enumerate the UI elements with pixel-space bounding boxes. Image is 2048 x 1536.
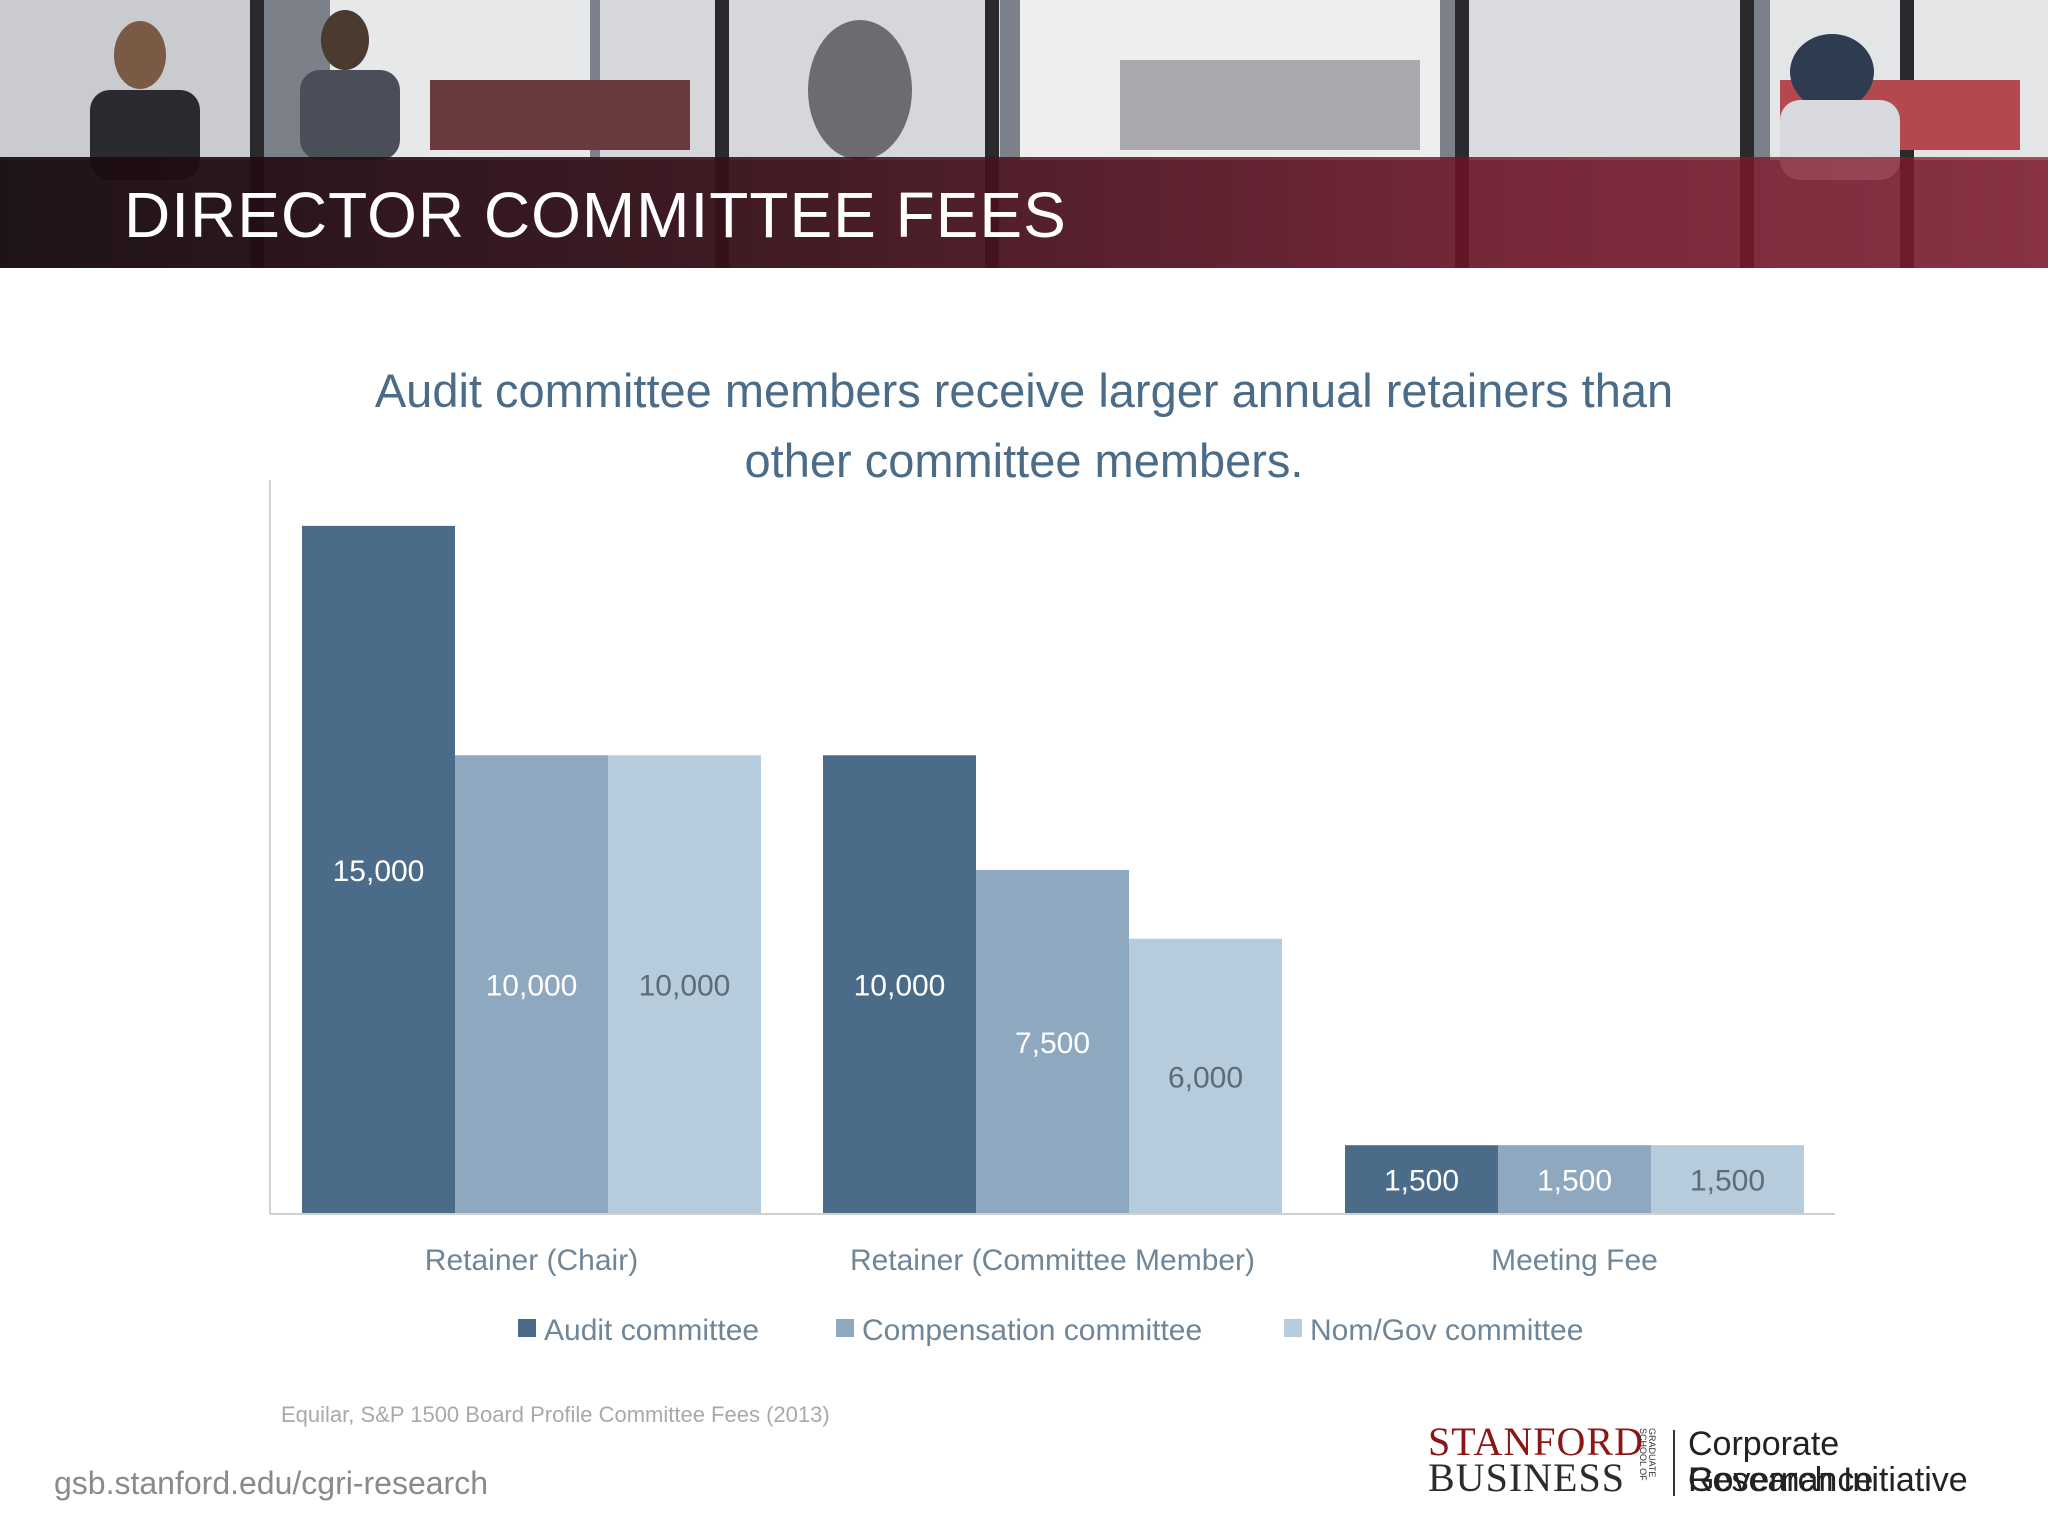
data-label-3-3: 1,500 (1690, 1165, 1765, 1198)
title-band (0, 157, 2048, 268)
bar-1-1 (302, 525, 455, 1214)
plot-area: 15,000 10,000 10,000 10,000 7,500 6,000 1,500 1… (302, 525, 1804, 1214)
category-labels: Retainer (Chair) Retainer (Committee Memb… (425, 1244, 1658, 1277)
data-label-2-1: 10,000 (854, 970, 946, 1003)
logo-gsb-small: GRADUATE SCHOOL OF (1638, 1428, 1657, 1481)
headline-line-1: Audit committee members receive larger a… (374, 364, 1674, 417)
legend-label-1: Audit committee (544, 1314, 759, 1347)
logo-cgri-line-1: Corporate Governance (1688, 1425, 1874, 1499)
stanford-cgri-logo: STANFORD BUSINESS GRADUATE SCHOOL OF Cor… (1428, 1419, 2028, 1514)
bar-2-1 (823, 755, 976, 1214)
data-label-1-1: 15,000 (333, 855, 425, 888)
page-title: DIRECTOR COMMITTEE FEES (124, 179, 1067, 251)
logo-business: BUSINESS (1428, 1455, 1625, 1500)
category-label-3: Meeting Fee (1491, 1244, 1658, 1277)
logo-cgri-line-2: Research Initiative (1688, 1461, 1968, 1499)
legend: Audit committee Compensation committee Nom… (518, 1314, 1583, 1347)
library-photo (0, 0, 2048, 268)
legend-label-3: Nom/Gov committee (1310, 1314, 1583, 1347)
bar-1-2 (455, 755, 608, 1214)
legend-label-2: Compensation committee (862, 1314, 1202, 1347)
legend-swatch-1 (518, 1319, 536, 1337)
data-label-3-1: 1,500 (1384, 1165, 1459, 1198)
logo-stanford: STANFORD (1428, 1419, 1644, 1464)
chart-headline: Audit committee members receive larger a… (324, 356, 1724, 496)
legend-swatch-3 (1284, 1319, 1302, 1337)
bar-2-2 (976, 869, 1129, 1214)
header-banner: DIRECTOR COMMITTEE FEES (0, 0, 2048, 268)
bar-2-3 (1129, 938, 1282, 1214)
data-label-2-3: 6,000 (1168, 1061, 1243, 1094)
data-label-1-3: 10,000 (639, 970, 731, 1003)
footer-url[interactable]: gsb.stanford.edu/cgri-research (54, 1465, 488, 1501)
category-label-1: Retainer (Chair) (425, 1244, 638, 1277)
bar-3-3 (1651, 1145, 1804, 1214)
data-label-3-2: 1,500 (1537, 1165, 1612, 1198)
category-label-2: Retainer (Committee Member) (850, 1244, 1255, 1277)
logo-divider (1673, 1430, 1675, 1496)
data-label-2-2: 7,500 (1015, 1027, 1090, 1060)
bar-chart: 15,000 10,000 10,000 10,000 7,500 6,000 1,500 1… (269, 480, 1835, 1347)
headline-line-2: other committee members. (744, 434, 1304, 487)
bar-3-2 (1498, 1145, 1651, 1214)
bar-3-1 (1345, 1145, 1498, 1214)
bar-1-3 (608, 755, 761, 1214)
data-label-1-2: 10,000 (486, 970, 578, 1003)
legend-swatch-2 (836, 1319, 854, 1337)
source-note: Equilar, S&P 1500 Board Profile Committe… (281, 1402, 830, 1427)
